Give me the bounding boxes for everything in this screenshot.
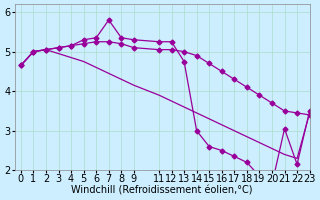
X-axis label: Windchill (Refroidissement éolien,°C): Windchill (Refroidissement éolien,°C) [71, 186, 253, 196]
